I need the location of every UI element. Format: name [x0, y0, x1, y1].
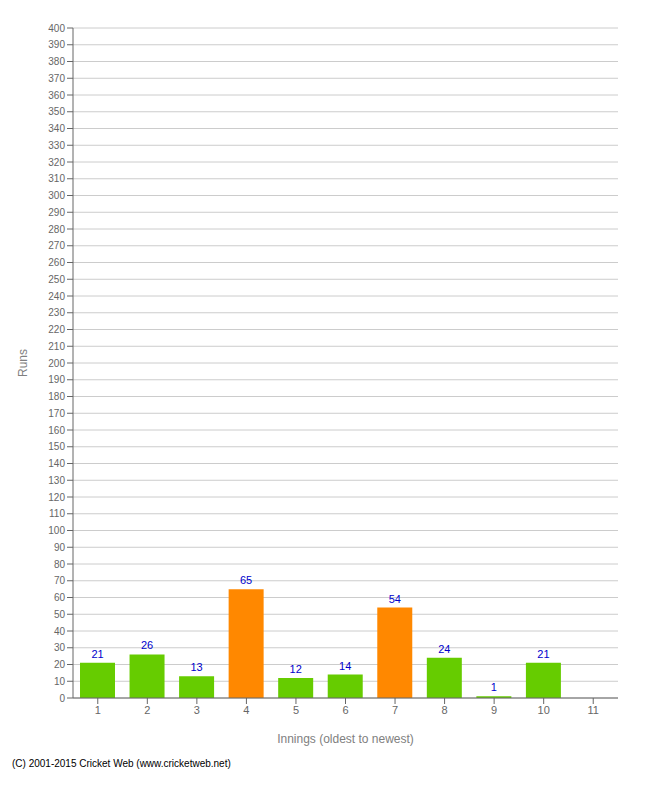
svg-text:130: 130: [48, 475, 65, 486]
svg-text:230: 230: [48, 307, 65, 318]
svg-text:240: 240: [48, 291, 65, 302]
svg-text:10: 10: [54, 676, 66, 687]
svg-text:220: 220: [48, 324, 65, 335]
svg-text:11: 11: [588, 704, 599, 716]
svg-text:26: 26: [141, 639, 153, 651]
svg-text:14: 14: [339, 660, 351, 672]
svg-text:10: 10: [538, 704, 550, 716]
svg-text:90: 90: [54, 542, 66, 553]
svg-text:Runs: Runs: [16, 349, 30, 377]
svg-text:360: 360: [48, 90, 65, 101]
svg-text:9: 9: [491, 704, 497, 716]
svg-text:310: 310: [48, 173, 65, 184]
svg-text:380: 380: [48, 56, 65, 67]
svg-text:1: 1: [95, 704, 101, 716]
svg-text:65: 65: [240, 574, 252, 586]
svg-text:250: 250: [48, 274, 65, 285]
svg-text:70: 70: [54, 575, 66, 586]
svg-text:13: 13: [190, 661, 202, 673]
svg-text:7: 7: [392, 704, 398, 716]
svg-text:0: 0: [59, 693, 65, 704]
svg-text:210: 210: [48, 341, 65, 352]
svg-text:54: 54: [389, 593, 401, 605]
svg-text:24: 24: [438, 643, 450, 655]
svg-text:140: 140: [48, 458, 65, 469]
svg-text:50: 50: [54, 609, 66, 620]
svg-text:21: 21: [91, 648, 103, 660]
svg-text:1: 1: [491, 681, 497, 693]
svg-text:110: 110: [49, 508, 65, 519]
svg-text:190: 190: [48, 374, 65, 385]
svg-text:320: 320: [48, 157, 65, 168]
svg-text:40: 40: [54, 626, 66, 637]
svg-text:350: 350: [48, 106, 65, 117]
svg-text:370: 370: [48, 73, 65, 84]
svg-text:30: 30: [54, 642, 66, 653]
svg-text:260: 260: [48, 257, 65, 268]
svg-text:20: 20: [54, 659, 66, 670]
svg-text:200: 200: [48, 358, 65, 369]
svg-text:80: 80: [54, 559, 66, 570]
svg-text:150: 150: [48, 441, 65, 452]
svg-text:280: 280: [48, 224, 65, 235]
svg-text:8: 8: [442, 704, 448, 716]
svg-text:340: 340: [48, 123, 65, 134]
svg-text:330: 330: [48, 140, 65, 151]
svg-text:2: 2: [144, 704, 150, 716]
svg-text:270: 270: [48, 240, 65, 251]
svg-text:120: 120: [48, 492, 65, 503]
svg-text:Innings (oldest to newest): Innings (oldest to newest): [277, 732, 414, 746]
svg-text:100: 100: [48, 525, 65, 536]
svg-text:400: 400: [48, 23, 65, 34]
svg-text:390: 390: [48, 39, 65, 50]
svg-text:6: 6: [342, 704, 348, 716]
svg-text:170: 170: [48, 408, 65, 419]
svg-text:290: 290: [48, 207, 65, 218]
svg-text:21: 21: [537, 648, 549, 660]
html-text:(C) 2001-2015 Cricket Web (www: (C) 2001-2015 Cricket Web (www.cricketwe…: [12, 758, 231, 769]
svg-text:4: 4: [243, 704, 249, 716]
svg-text:12: 12: [290, 663, 302, 675]
svg-text:3: 3: [194, 704, 200, 716]
svg-text:60: 60: [54, 592, 66, 603]
svg-text:180: 180: [48, 391, 65, 402]
svg-text:160: 160: [48, 425, 65, 436]
svg-text:300: 300: [48, 190, 65, 201]
svg-text:5: 5: [293, 704, 299, 716]
